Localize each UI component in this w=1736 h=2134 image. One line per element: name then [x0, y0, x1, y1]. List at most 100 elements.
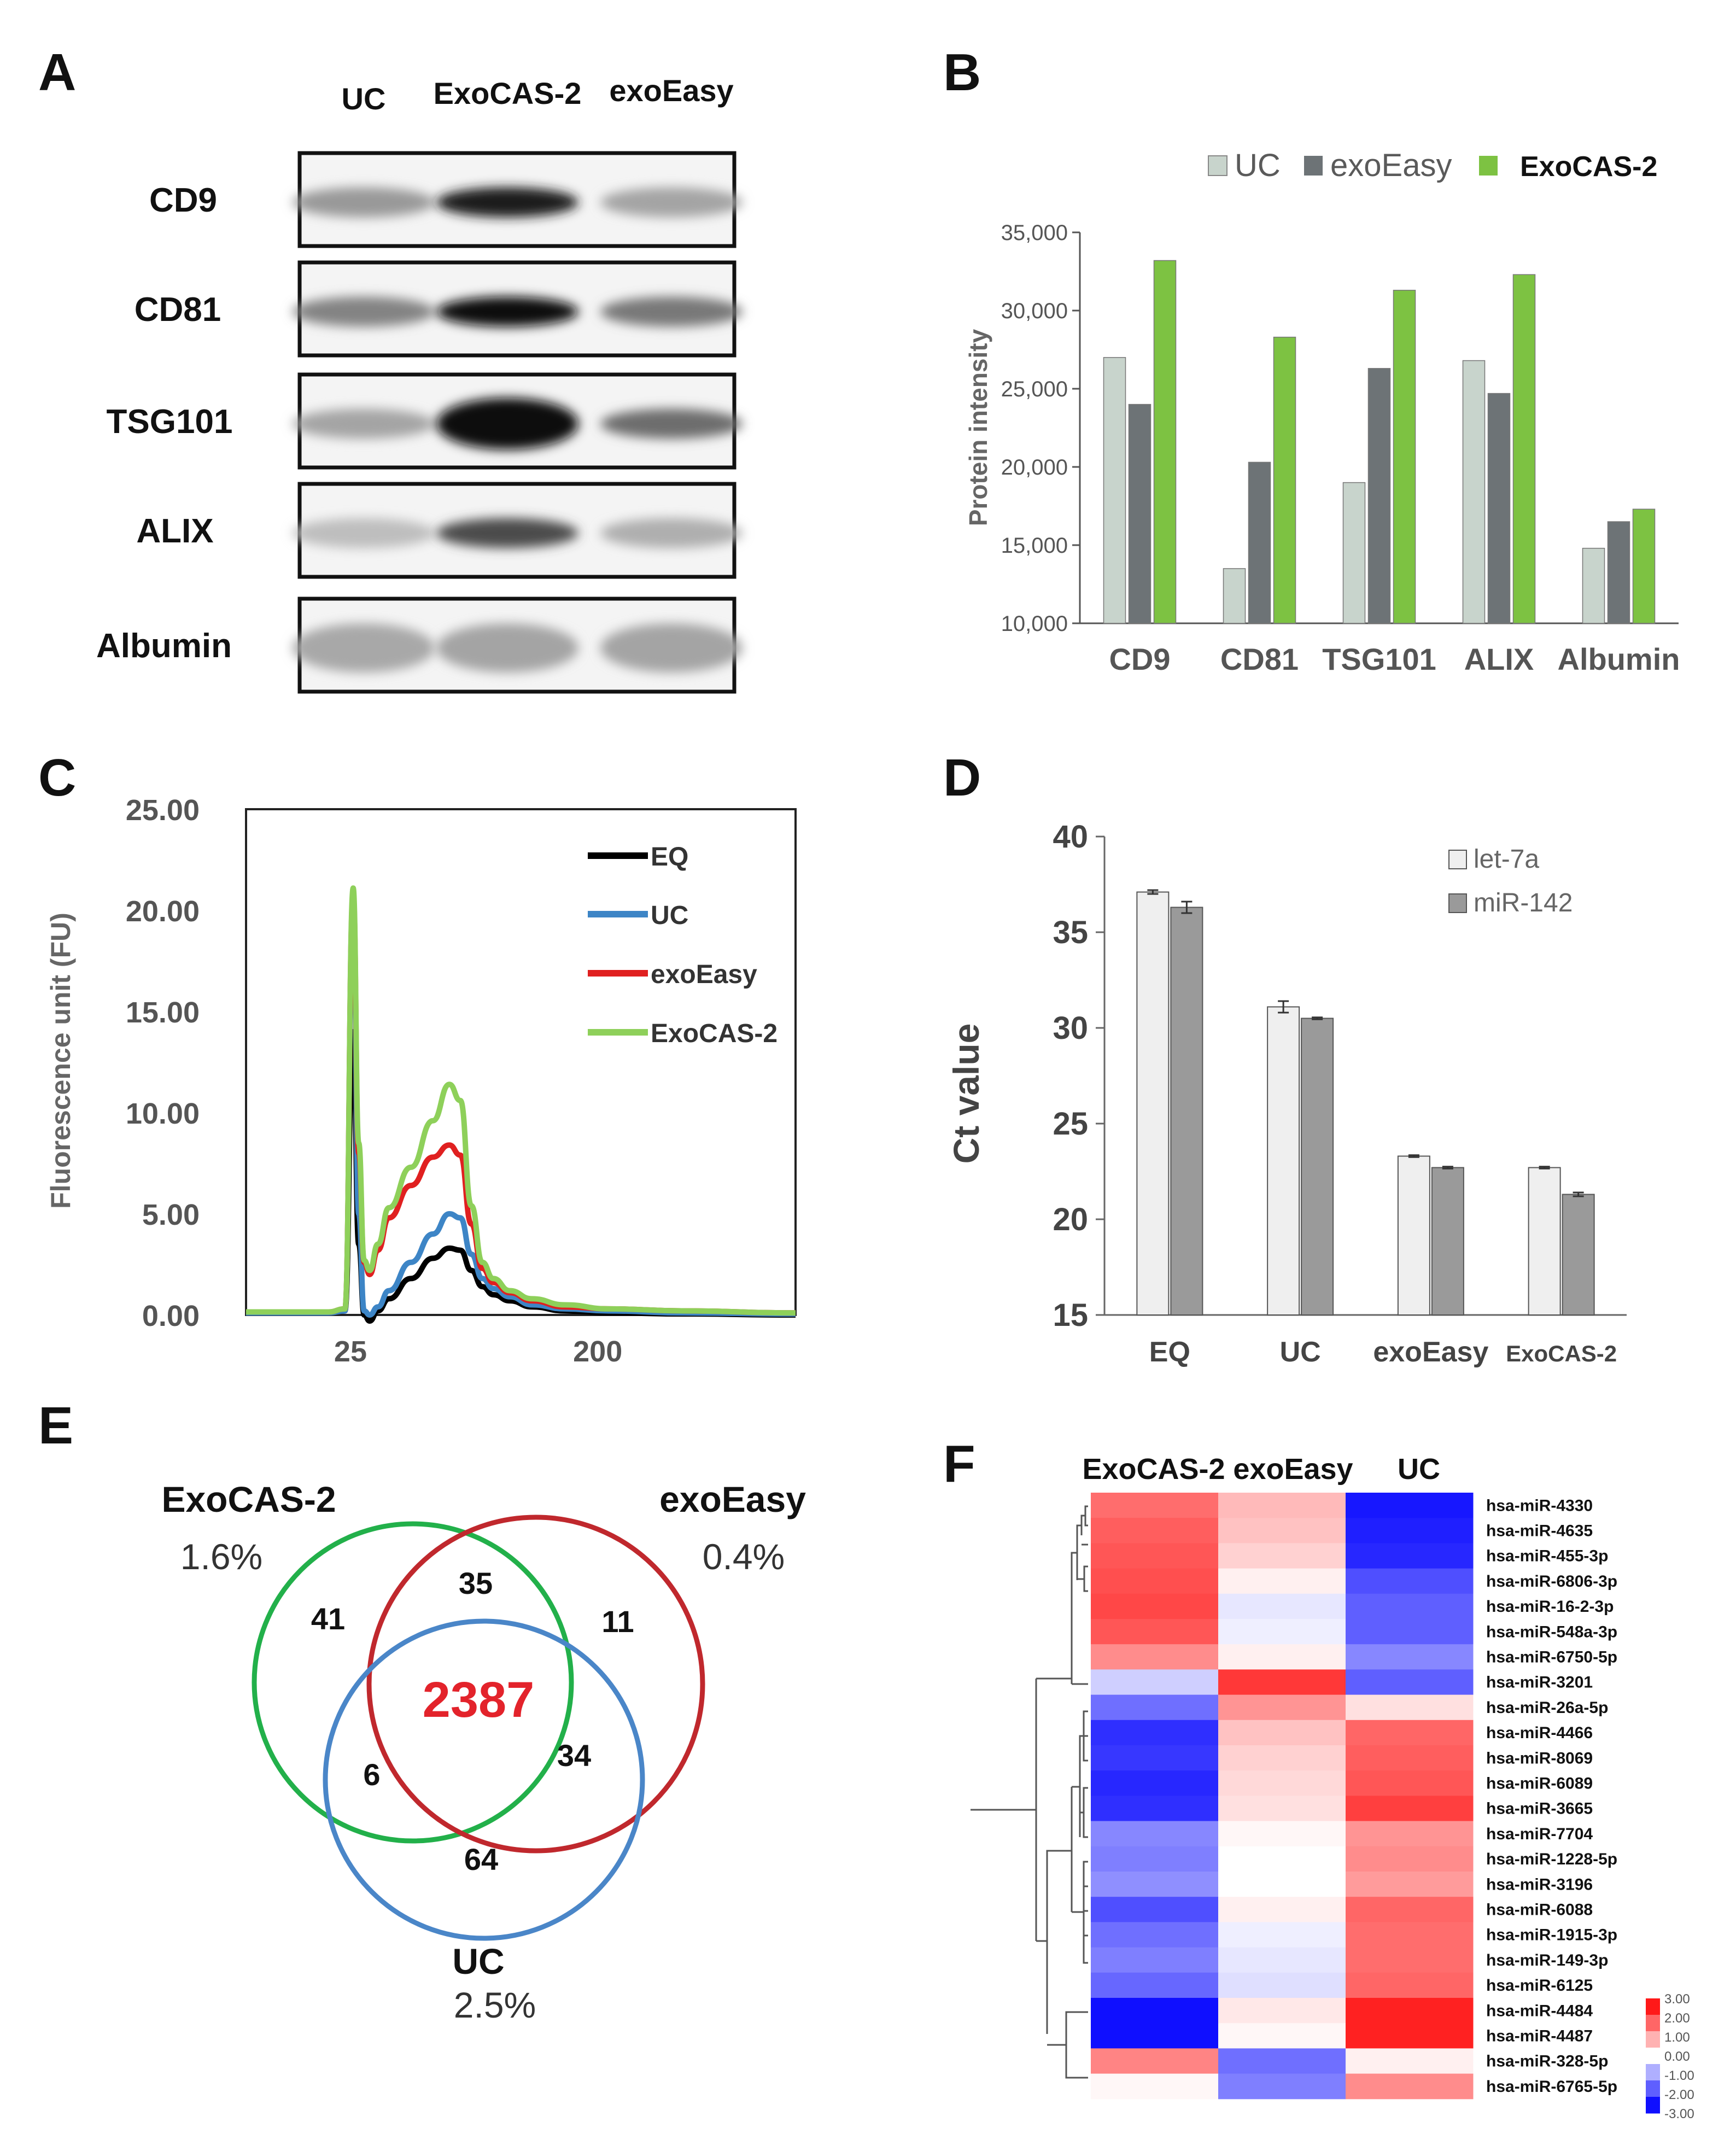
heatmap-cell-hsa-mir-3196-uc [1346, 1872, 1474, 1897]
heatmap-cell-hsa-mir-3196-exocas-2 [1091, 1872, 1219, 1897]
heatmap-cell-hsa-mir-3201-uc [1346, 1669, 1474, 1695]
heatmap-cell-hsa-mir-6125-exocas-2 [1091, 1972, 1219, 1998]
colorbar-label: -1.00 [1664, 2068, 1694, 2083]
heatmap-cell-hsa-mir-548a-3p-exoeasy [1218, 1619, 1346, 1645]
b-bar-cd81-uc [1223, 568, 1246, 624]
colorbar-swatch [1646, 2015, 1660, 2032]
d-y-axis-title: Ct value [946, 1024, 986, 1164]
b-bar-albumin-uc [1582, 547, 1605, 624]
d-ytick-label: 25 [1053, 1106, 1088, 1142]
heatmap-cell-hsa-mir-328-5p-uc [1346, 2048, 1474, 2074]
d-xtick-exoeasy: exoEasy [1373, 1336, 1488, 1368]
heatmap-row-label-hsa-mir-1915-3p: hsa-miR-1915-3p [1486, 1926, 1617, 1944]
venn-circle-uc [323, 1618, 645, 1941]
d-legend-swatch-let-7a [1448, 850, 1467, 869]
heatmap-row-label-hsa-mir-4487: hsa-miR-4487 [1486, 2027, 1593, 2045]
heatmap-row-label-hsa-mir-4330: hsa-miR-4330 [1486, 1496, 1593, 1515]
b-bar-alix-exoeasy [1487, 393, 1511, 624]
d-xtick-eq: EQ [1149, 1336, 1190, 1368]
b-bar-alix-exocas-2 [1512, 274, 1536, 624]
heatmap-cell-hsa-mir-26a-5p-exoeasy [1218, 1694, 1346, 1721]
c-ytick-label: 0.00 [142, 1300, 200, 1332]
d-bar-uc-let-7a [1267, 1006, 1300, 1316]
panel-b: B UC exoEasy ExoCAS-2 10,000 15,000 20,000… [943, 43, 1680, 676]
b-xtick-albumin: Albumin [1558, 642, 1680, 676]
heatmap-cell-hsa-mir-8069-uc [1346, 1745, 1474, 1771]
blot-rows: CD9 CD81 TSG101 ALIX Albumin [96, 151, 743, 694]
d-bar-eq-mir-142 [1170, 907, 1203, 1316]
blot-band-alix-1 [436, 518, 578, 548]
heatmap-cell-hsa-mir-26a-5p-uc [1346, 1694, 1474, 1721]
heatmap-row-label-hsa-mir-6089: hsa-miR-6089 [1486, 1774, 1593, 1792]
colorbar-label: 2.00 [1664, 2011, 1690, 2026]
legend-b-swatch-uc [1208, 155, 1228, 176]
heatmap-cell-hsa-mir-7704-uc [1346, 1821, 1474, 1847]
c-xtick-label: 25 [334, 1335, 367, 1368]
heatmap-cell-hsa-mir-6088-uc [1346, 1897, 1474, 1922]
heatmap-cell-hsa-mir-4466-exoeasy [1218, 1720, 1346, 1746]
panel-a-label: A [38, 43, 76, 102]
c-legend-eq: EQ [651, 843, 688, 872]
b-xtick-cd9: CD9 [1109, 642, 1170, 676]
blot-band-tsg101-1 [436, 397, 578, 450]
b-bar-cd9-exoeasy [1128, 404, 1152, 624]
c-ytick-label: 20.00 [126, 895, 200, 928]
heatmap-row-label-hsa-mir-4484: hsa-miR-4484 [1486, 2002, 1593, 2020]
heatmap-dendrogram [971, 1505, 1088, 2079]
blot-band-albumin-0 [293, 623, 435, 673]
panel-f-label: F [943, 1435, 975, 1493]
venn-region-exoeasy-uc: 34 [557, 1738, 591, 1773]
b-bar-tsg101-exoeasy [1367, 368, 1391, 624]
panel-a: A UC ExoCAS-2 exoEasy CD9 CD81 TSG101 ALIX A… [38, 43, 743, 694]
heatmap-cell-hsa-mir-4330-uc [1346, 1493, 1474, 1518]
d-bar-eq-let-7a [1136, 891, 1170, 1316]
b-ytick-label: 30,000 [1001, 299, 1068, 323]
venn-region-exocas2-exoeasy: 35 [459, 1566, 493, 1600]
d-bar-exocas-2-let-7a [1528, 1167, 1561, 1316]
heatmap-row-label-hsa-mir-4635: hsa-miR-4635 [1486, 1522, 1593, 1540]
c-ytick-label: 10.00 [126, 1097, 200, 1130]
d-errorbar-exocas-2-let-7a [1539, 1166, 1550, 1170]
d-bar-uc-mir-142 [1301, 1018, 1334, 1316]
panel-e-label: E [38, 1396, 73, 1455]
heatmap-row-label-hsa-mir-6750-5p: hsa-miR-6750-5p [1486, 1648, 1617, 1666]
panel-d-label: D [943, 749, 981, 807]
heatmap-cell-hsa-mir-6765-5p-exoeasy [1218, 2073, 1346, 2100]
b-ytick-label: 10,000 [1001, 612, 1068, 636]
colorbar-label: 0.00 [1664, 2049, 1690, 2064]
heatmap-cell-hsa-mir-26a-5p-exocas-2 [1091, 1694, 1219, 1721]
d-bar-exoeasy-let-7a [1397, 1155, 1430, 1316]
d-ytick-label: 15 [1053, 1297, 1088, 1333]
blot-label-cd9: CD9 [149, 182, 217, 219]
d-legend-mir-142: miR-142 [1474, 888, 1573, 917]
d-ytick-label: 30 [1053, 1010, 1088, 1046]
colorbar-label: 1.00 [1664, 2030, 1690, 2045]
heatmap-cell-hsa-mir-6750-5p-exocas-2 [1091, 1644, 1219, 1670]
blot-band-tsg101-2 [600, 408, 743, 439]
legend-b: UC exoEasy ExoCAS-2 [1208, 148, 1657, 183]
blot-band-albumin-1 [436, 623, 578, 673]
heatmap-cell-hsa-mir-6125-exoeasy [1218, 1972, 1346, 1998]
blot-band-cd81-0 [293, 296, 435, 327]
venn-circle-exoeasy [366, 1515, 705, 1854]
heatmap-cell-hsa-mir-6089-exocas-2 [1091, 1770, 1219, 1796]
heatmap-col-exocas2: ExoCAS-2 [1082, 1453, 1225, 1486]
heatmap-cell-hsa-mir-4487-uc [1346, 2023, 1474, 2049]
b-bar-tsg101-exocas-2 [1393, 290, 1416, 624]
heatmap-row-label-hsa-mir-16-2-3p: hsa-miR-16-2-3p [1486, 1598, 1614, 1616]
venn-region-exoeasy-only: 11 [601, 1604, 634, 1639]
heatmap-row-label-hsa-mir-26a-5p: hsa-miR-26a-5p [1486, 1699, 1608, 1717]
heatmap-cell-hsa-mir-4487-exoeasy [1218, 2023, 1346, 2049]
panel-d: D 15 20 25 30 35 40 Ct value EQ UC exoEasy ExoCAS-… [943, 749, 1627, 1368]
blot-label-tsg101: TSG101 [107, 403, 233, 441]
b-ytick-label: 15,000 [1001, 534, 1068, 558]
heatmap-cell-hsa-mir-4466-uc [1346, 1720, 1474, 1746]
legend-b-exoeasy: exoEasy [1330, 148, 1452, 183]
heatmap-row-label-hsa-mir-328-5p: hsa-miR-328-5p [1486, 2053, 1608, 2071]
heatmap-cell-hsa-mir-149-3p-uc [1346, 1947, 1474, 1973]
heatmap-col-uc: UC [1398, 1453, 1440, 1486]
heatmap-cell-hsa-mir-548a-3p-uc [1346, 1619, 1474, 1645]
c-ytick-label: 25.00 [126, 794, 200, 827]
heatmap-cell-hsa-mir-16-2-3p-exocas-2 [1091, 1593, 1219, 1619]
heatmap-row-label-hsa-mir-548a-3p: hsa-miR-548a-3p [1486, 1623, 1617, 1641]
